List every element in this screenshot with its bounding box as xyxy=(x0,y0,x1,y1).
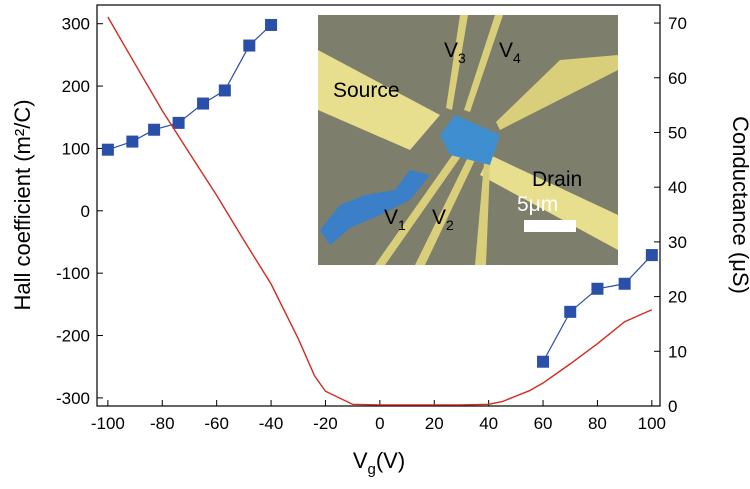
y2-tick-label: 50 xyxy=(668,123,687,142)
x-tick-label: 0 xyxy=(375,414,384,433)
probe-main: V xyxy=(499,39,513,62)
x-tick-label: -100 xyxy=(91,414,125,433)
electrode xyxy=(375,150,462,265)
y2-tick-label: 60 xyxy=(668,69,687,88)
probe-main: V xyxy=(432,206,446,229)
y-tick-label: 200 xyxy=(62,77,90,96)
x-tick-label: 80 xyxy=(588,414,607,433)
data-point xyxy=(618,277,631,290)
y2-axis-label: Conductance (μS) xyxy=(728,116,750,294)
electrode xyxy=(480,155,618,250)
y-tick-label: -300 xyxy=(56,389,90,408)
x-tick-label: 20 xyxy=(425,414,444,433)
y2-tick-label: 70 xyxy=(668,14,687,33)
electrode xyxy=(415,157,475,265)
x-tick-label: 60 xyxy=(534,414,553,433)
scale-label: 5μm xyxy=(517,193,558,216)
data-point xyxy=(537,355,550,368)
y-axis-label: Hall coefficient (m²/C) xyxy=(10,99,35,310)
probe-label: V3 xyxy=(444,39,466,66)
series-line xyxy=(107,16,653,406)
probe-label: V4 xyxy=(499,39,521,66)
data-point xyxy=(265,18,278,31)
probe-sub: 1 xyxy=(398,217,406,233)
data-point xyxy=(218,84,231,97)
electrode xyxy=(496,55,618,130)
probe-label: V1 xyxy=(384,206,406,233)
data-point xyxy=(126,135,139,148)
data-point xyxy=(172,116,185,129)
electrode xyxy=(464,15,503,112)
probe-sub: 4 xyxy=(513,50,521,66)
x-tick-label: -80 xyxy=(150,414,175,433)
flake xyxy=(440,115,500,165)
y2-tick-label: 0 xyxy=(668,397,677,416)
y-tick-label: 300 xyxy=(62,15,90,34)
inset-label: Source xyxy=(333,79,400,102)
x-label-part: (V) xyxy=(376,448,405,473)
probe-label: V2 xyxy=(432,206,454,233)
probe-sub: 3 xyxy=(458,50,466,66)
electrode xyxy=(446,15,468,110)
data-point xyxy=(564,305,577,318)
y-tick-label: -100 xyxy=(56,264,90,283)
electrode xyxy=(475,163,490,265)
data-point xyxy=(197,97,210,110)
data-point xyxy=(591,282,604,295)
y-tick-label: -200 xyxy=(56,327,90,346)
y2-tick-label: 30 xyxy=(668,233,687,252)
scale-bar xyxy=(524,220,576,232)
data-point xyxy=(101,143,114,156)
series-line xyxy=(542,254,653,363)
x-tick-label: -20 xyxy=(313,414,338,433)
flake xyxy=(320,170,430,245)
x-label-sub: g xyxy=(368,461,376,478)
x-tick-label: -60 xyxy=(204,414,229,433)
probe-main: V xyxy=(384,206,398,229)
data-point xyxy=(243,39,256,52)
data-point xyxy=(645,249,658,262)
data-point xyxy=(148,123,161,136)
y2-tick-label: 10 xyxy=(668,342,687,361)
y2-tick-label: 20 xyxy=(668,288,687,307)
y-tick-label: 100 xyxy=(62,139,90,158)
y2-tick-label: 40 xyxy=(668,178,687,197)
x-tick-label: -40 xyxy=(259,414,284,433)
x-label-part: V xyxy=(353,448,368,473)
y-tick-label: 0 xyxy=(81,202,90,221)
x-axis-label: Vg(V) xyxy=(353,448,405,478)
probe-main: V xyxy=(444,39,458,62)
plot-frame xyxy=(96,4,661,407)
inset-label: Drain xyxy=(532,168,582,191)
x-tick-label: 100 xyxy=(638,414,666,433)
probe-sub: 2 xyxy=(446,217,454,233)
electrode xyxy=(318,50,440,150)
x-tick-label: 40 xyxy=(479,414,498,433)
